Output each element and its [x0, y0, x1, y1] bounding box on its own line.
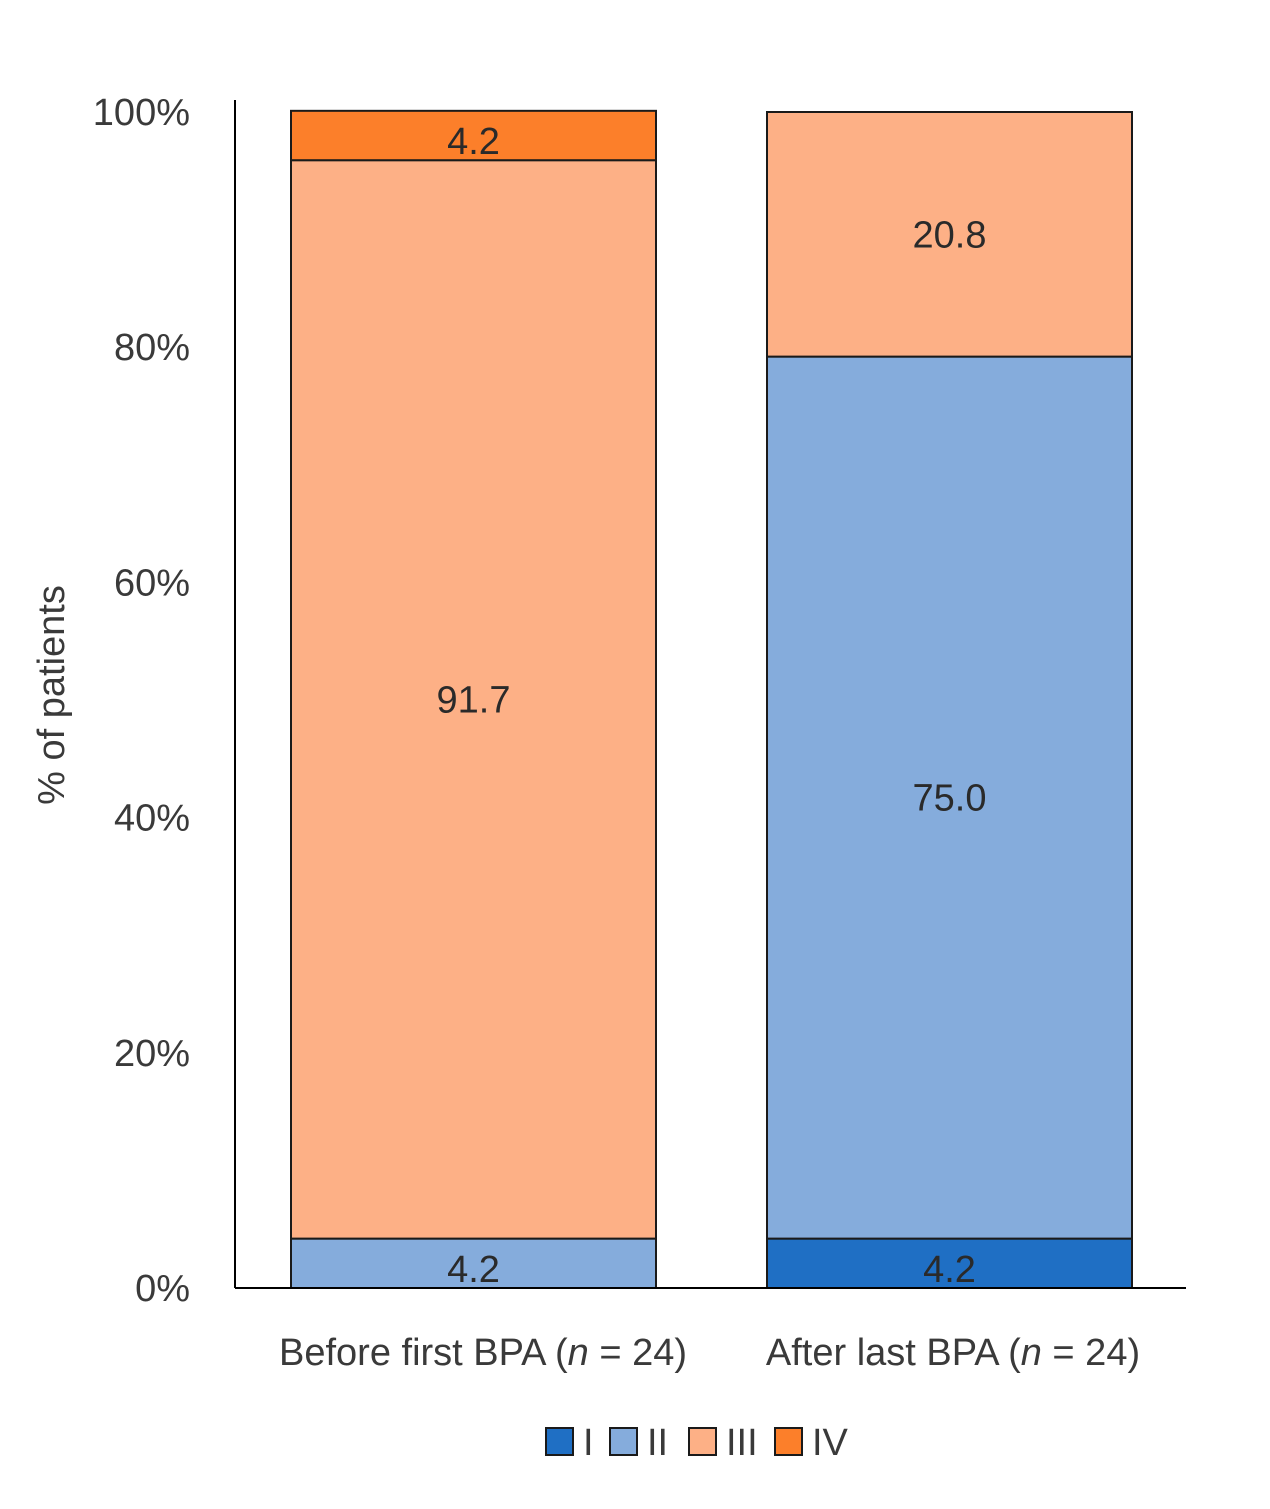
- legend-swatch-iii: [688, 1427, 717, 1456]
- bar-segment-iv-0: [290, 109, 657, 162]
- data-label: 4.2: [923, 1249, 976, 1291]
- category-label-suffix: = 24): [589, 1332, 687, 1374]
- legend-swatch-i: [545, 1427, 574, 1456]
- category-label-suffix: = 24): [1042, 1332, 1140, 1374]
- y-tick-label: 40%: [114, 798, 190, 840]
- legend-label-iv: IV: [812, 1422, 849, 1464]
- legend-label-i: I: [583, 1422, 594, 1464]
- category-label-prefix: Before first BPA (: [279, 1332, 568, 1374]
- y-axis-ticks: 0% 20% 40% 60% 80% 100%: [93, 92, 190, 1310]
- data-label: 4.2: [447, 1249, 500, 1291]
- data-label: 4.2: [447, 121, 500, 163]
- legend-label-ii: II: [647, 1422, 668, 1464]
- data-label: 75.0: [913, 778, 987, 820]
- segment-labels: 4.2 91.7 4.2 4.2 75.0 20.8: [437, 121, 987, 1291]
- data-label: 20.8: [913, 214, 987, 256]
- y-tick-label: 0%: [135, 1268, 190, 1310]
- legend-swatch-iv: [774, 1427, 803, 1456]
- y-axis-title: % of patients: [31, 585, 73, 805]
- legend: I II III IV: [545, 1422, 849, 1464]
- y-tick-label: 60%: [114, 562, 190, 604]
- category-label-n: n: [1021, 1332, 1042, 1374]
- legend-swatch-ii: [609, 1427, 638, 1456]
- bar-segment-i-1: [766, 1237, 1133, 1290]
- legend-label-iii: III: [726, 1422, 758, 1464]
- y-tick-label: 20%: [114, 1033, 190, 1075]
- y-tick-label: 100%: [93, 92, 190, 134]
- category-label-n: n: [568, 1332, 589, 1374]
- category-label: Before first BPA (n = 24): [279, 1332, 687, 1374]
- category-labels: Before first BPA (n = 24) After last BPA …: [279, 1332, 1140, 1374]
- data-label: 91.7: [437, 679, 511, 721]
- y-tick-label: 80%: [114, 327, 190, 369]
- bars: [290, 109, 1133, 1290]
- category-label-prefix: After last BPA (: [766, 1332, 1021, 1374]
- bar-segment-ii-0: [290, 1237, 657, 1290]
- bar-segment-ii-1: [766, 355, 1133, 1240]
- bar-segment-iii-1: [766, 111, 1133, 358]
- category-label: After last BPA (n = 24): [766, 1332, 1140, 1374]
- bar-segment-iii-0: [290, 159, 657, 1240]
